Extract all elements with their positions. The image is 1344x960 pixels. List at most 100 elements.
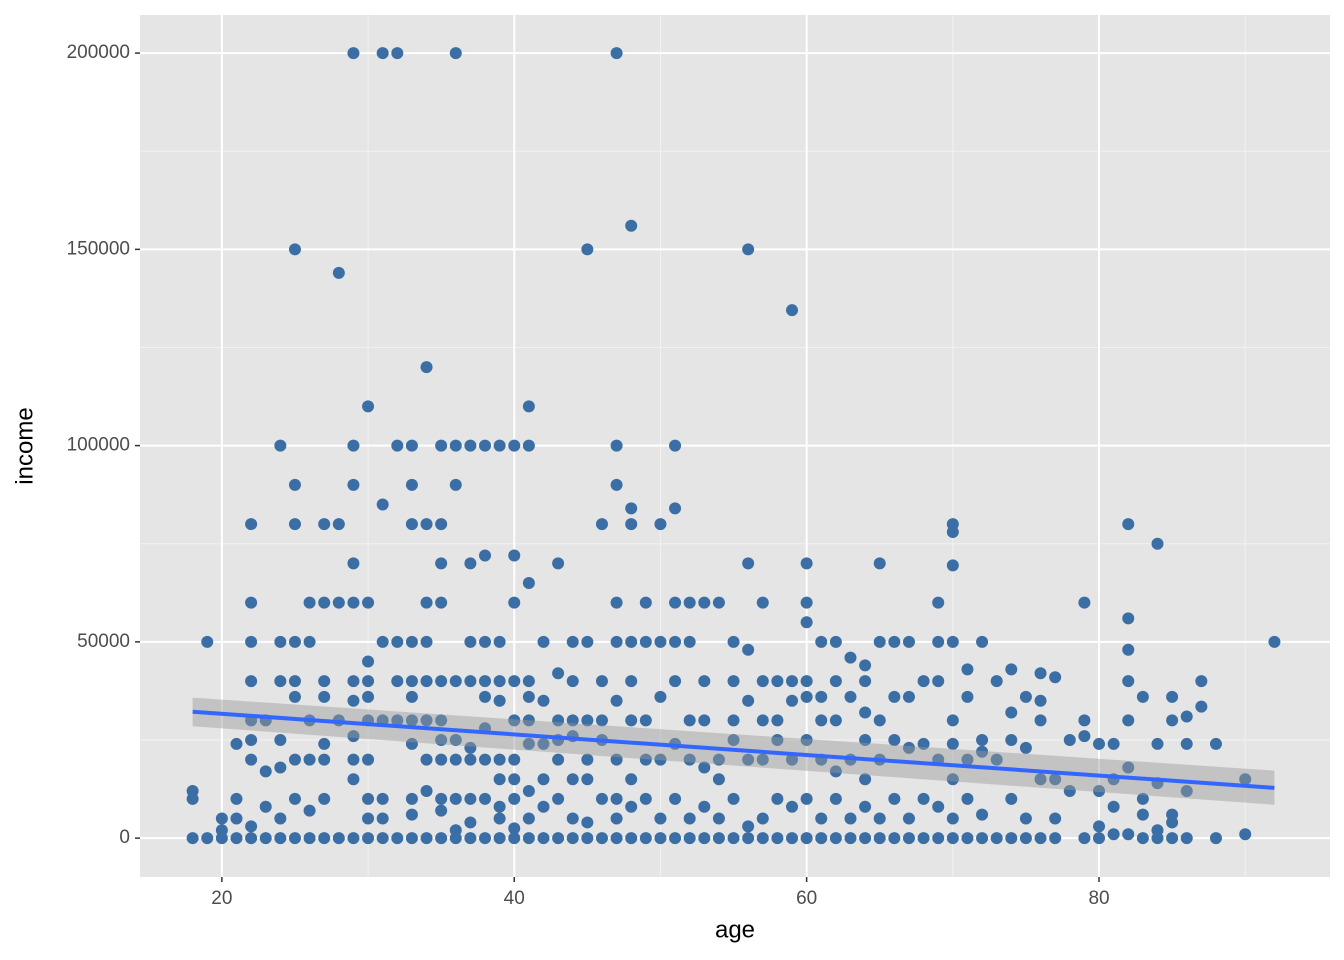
point (771, 675, 784, 688)
point (420, 596, 433, 609)
point (727, 734, 740, 747)
point (712, 773, 725, 786)
point (1107, 800, 1120, 813)
point (552, 667, 565, 680)
point (522, 400, 535, 413)
point (1151, 824, 1164, 837)
point (522, 812, 535, 825)
point (552, 557, 565, 570)
point (318, 832, 331, 845)
point (669, 502, 682, 515)
point (435, 792, 448, 805)
point (405, 439, 418, 452)
point (508, 773, 521, 786)
point (786, 694, 799, 707)
point (595, 832, 608, 845)
point (756, 753, 769, 766)
point (405, 714, 418, 727)
point (522, 737, 535, 750)
point (932, 596, 945, 609)
point (1063, 785, 1076, 798)
point (1122, 612, 1135, 625)
point (669, 832, 682, 845)
point (245, 518, 258, 531)
point (479, 635, 492, 648)
point (742, 820, 755, 833)
point (786, 753, 799, 766)
point (946, 812, 959, 825)
point (859, 832, 872, 845)
point (508, 714, 521, 727)
point (347, 753, 360, 766)
point (347, 773, 360, 786)
point (683, 596, 696, 609)
point (332, 832, 345, 845)
point (318, 675, 331, 688)
point (727, 675, 740, 688)
point (493, 439, 506, 452)
point (917, 675, 930, 688)
point (288, 832, 301, 845)
point (800, 596, 813, 609)
point (654, 812, 667, 825)
point (522, 832, 535, 845)
point (347, 675, 360, 688)
point (669, 675, 682, 688)
point (508, 822, 521, 835)
y-tick-label: 200000 (67, 42, 130, 63)
point (435, 557, 448, 570)
point (479, 753, 492, 766)
point (976, 808, 989, 821)
point (508, 753, 521, 766)
point (405, 690, 418, 703)
trend-line (192, 709, 1275, 790)
point (756, 812, 769, 825)
point (259, 800, 272, 813)
point (698, 714, 711, 727)
point (566, 714, 579, 727)
point (1019, 812, 1032, 825)
point (332, 266, 345, 279)
point (742, 753, 755, 766)
point (815, 832, 828, 845)
point (449, 439, 462, 452)
point (610, 635, 623, 648)
point (859, 659, 872, 672)
point (435, 518, 448, 531)
point (844, 651, 857, 664)
point (362, 675, 375, 688)
point (391, 439, 404, 452)
point (829, 832, 842, 845)
point (566, 812, 579, 825)
point (1122, 518, 1135, 531)
point (391, 675, 404, 688)
point (449, 47, 462, 60)
point (566, 832, 579, 845)
point (976, 832, 989, 845)
point (976, 734, 989, 747)
point (435, 675, 448, 688)
point (742, 694, 755, 707)
point (201, 635, 214, 648)
point (376, 635, 389, 648)
point (932, 675, 945, 688)
point (435, 734, 448, 747)
point (698, 761, 711, 774)
point (508, 832, 521, 845)
point (1107, 828, 1120, 841)
point (1136, 808, 1149, 821)
point (917, 737, 930, 750)
point (1166, 808, 1179, 821)
point (274, 761, 287, 774)
point (610, 47, 623, 60)
point (756, 596, 769, 609)
point (537, 694, 550, 707)
point (1093, 737, 1106, 750)
point (449, 824, 462, 837)
point (771, 792, 784, 805)
point (435, 832, 448, 845)
point (727, 792, 740, 805)
point (581, 243, 594, 256)
point (420, 675, 433, 688)
point (508, 792, 521, 805)
